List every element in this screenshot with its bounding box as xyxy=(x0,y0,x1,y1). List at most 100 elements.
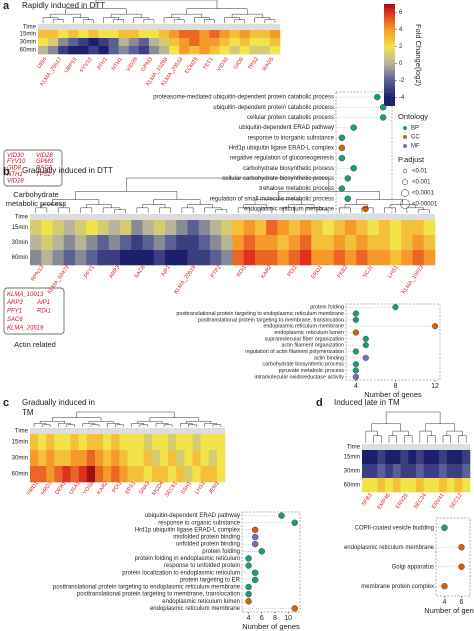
term-label: trehalose metabolic process xyxy=(259,186,334,192)
dendrogram xyxy=(254,17,271,23)
heatmap-cell xyxy=(311,235,323,251)
term-label: response to unfolded protein xyxy=(164,563,240,569)
time-bar xyxy=(30,428,225,434)
time-label: Time xyxy=(15,429,29,435)
heatmap-cell xyxy=(390,220,402,236)
heatmap-cell xyxy=(97,220,110,236)
heatmap-cell xyxy=(322,235,335,251)
dendrogram xyxy=(384,207,396,213)
padjust-swatch xyxy=(401,189,409,197)
term-label: pyruvate metabolic process xyxy=(279,368,345,374)
heatmap-cell xyxy=(416,478,425,493)
box-gene: FYV10 xyxy=(7,159,26,165)
heatmap-cell xyxy=(200,466,210,483)
heatmap-cell xyxy=(288,220,301,236)
heatmap-cell xyxy=(128,46,140,55)
heatmap-cell xyxy=(221,250,233,266)
heatmap-cell xyxy=(454,478,463,493)
heatmap-cell xyxy=(255,235,267,251)
dendrogram xyxy=(102,207,121,213)
box-gene: VID30 xyxy=(7,153,24,159)
heatmap-cell xyxy=(277,250,290,266)
dotplot-frame xyxy=(435,517,471,597)
dot xyxy=(245,562,252,569)
dot xyxy=(291,519,298,526)
x-axis-label: Number of genes xyxy=(242,622,300,631)
term-label: Hrd1p ubiquitin ligase ERAD-L complex xyxy=(135,527,240,533)
dendrogram xyxy=(136,207,149,213)
heatmap-cell xyxy=(322,220,335,236)
row-label: 30min xyxy=(20,40,36,46)
heatmap-cell xyxy=(446,478,455,493)
term-label: cellular carbohydrate biosynthetic proce… xyxy=(222,176,334,182)
dot xyxy=(352,310,359,317)
heatmap-cell xyxy=(209,38,220,47)
dendrogram xyxy=(181,207,194,213)
row-label: 30min xyxy=(344,469,360,475)
heatmap-cell xyxy=(377,478,386,493)
dendrogram xyxy=(41,424,51,427)
heatmap-cell xyxy=(200,450,210,467)
heatmap-cell xyxy=(259,30,271,39)
heatmap-cell xyxy=(153,220,166,236)
gene-label: SEC61 xyxy=(164,481,179,499)
term-label: cellular protein catabolic process xyxy=(247,115,334,121)
heatmap-cell xyxy=(58,46,69,55)
box-gene: RAG5 xyxy=(36,166,53,172)
colorbar-tick-label: 6 xyxy=(399,10,403,16)
dendrogram xyxy=(80,207,93,213)
heatmap-cell xyxy=(385,464,394,479)
heatmap-cell xyxy=(311,220,323,236)
heatmap-cell xyxy=(377,450,386,465)
heatmap-cell xyxy=(135,450,145,467)
gene-label: KLMA_50479 xyxy=(47,265,71,296)
term-label: misfolded protein binding xyxy=(173,535,240,541)
dendrogram xyxy=(180,423,193,427)
box-gene: ARP3 xyxy=(6,300,23,306)
ontology-label: MF xyxy=(411,144,420,150)
dot xyxy=(338,154,346,162)
dendrogram xyxy=(115,424,124,427)
heatmap-cell xyxy=(160,450,169,467)
heatmap-cell xyxy=(179,38,190,47)
heatmap-cell xyxy=(108,220,121,236)
heatmap-cell xyxy=(189,30,200,39)
gene-label: UBI4 xyxy=(36,57,48,70)
heatmap-cell xyxy=(408,478,417,493)
heatmap-cell xyxy=(30,250,42,266)
heatmap-cell xyxy=(41,235,53,251)
gene-box xyxy=(3,149,63,187)
heatmap-cell xyxy=(119,466,128,483)
x-tick-label: 4 xyxy=(354,383,358,390)
dendrogram xyxy=(50,13,82,18)
dendrogram xyxy=(264,19,276,23)
padjust-label: <0.0001 xyxy=(412,191,435,197)
heatmap-cell xyxy=(52,220,65,236)
heatmap-cell xyxy=(52,235,65,251)
dendrogram xyxy=(163,424,173,427)
heatmap-cell xyxy=(232,220,245,236)
ontology-label: BP xyxy=(411,126,419,132)
gene-label: SEC24 xyxy=(413,493,428,511)
heatmap-cell xyxy=(103,450,112,467)
dot xyxy=(344,175,351,182)
dendrogram xyxy=(204,207,222,213)
heatmap-cell xyxy=(169,46,180,55)
heatmap-cell xyxy=(142,250,155,266)
heatmap-cell xyxy=(198,220,211,236)
gene-label: GPM3 xyxy=(140,57,154,73)
heatmap-cell xyxy=(454,450,463,465)
heatmap-cell xyxy=(103,434,112,451)
heatmap-cell xyxy=(97,235,110,251)
colorbar-tick-label: -2 xyxy=(399,78,405,84)
dot xyxy=(338,134,346,141)
heatmap-cell xyxy=(439,450,448,465)
heatmap-cell xyxy=(38,46,49,55)
gene-label: UBP15 xyxy=(64,57,79,75)
colorbar-tick-label: 4 xyxy=(399,27,403,33)
heatmap-cell xyxy=(300,235,312,251)
heatmap-cell xyxy=(300,220,312,236)
heatmap-cell xyxy=(446,450,455,465)
heatmap-cell xyxy=(143,466,153,483)
